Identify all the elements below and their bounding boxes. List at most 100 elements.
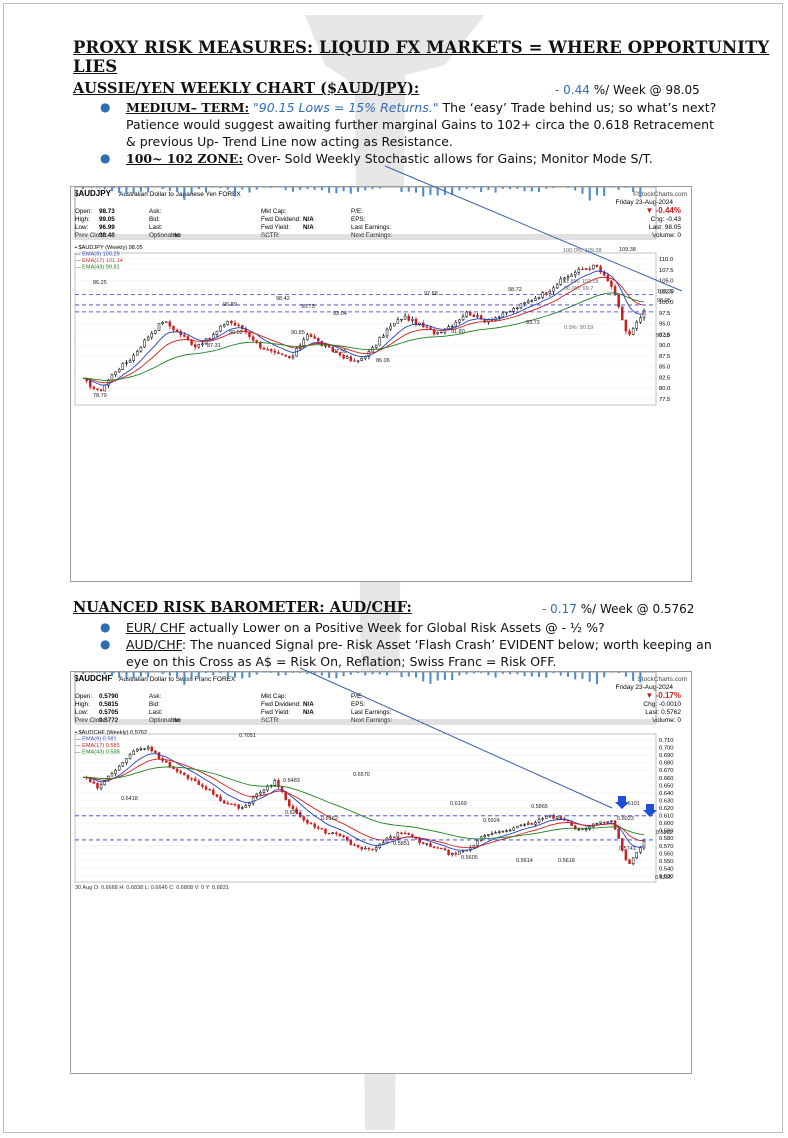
- month-axis-label: F: [163, 672, 167, 674]
- quote-info-cell: no: [173, 717, 181, 724]
- price-panel-frame: [74, 252, 657, 406]
- price-candle: [349, 356, 353, 361]
- price-candle: [595, 822, 599, 825]
- macd-histogram-bar: [118, 672, 121, 679]
- price-candle: [335, 832, 338, 835]
- price-candle: [88, 380, 92, 388]
- quote-info-cell: 96.99: [99, 224, 115, 231]
- macd-histogram-bar: [118, 187, 121, 194]
- price-candle: [407, 315, 410, 321]
- bullet-text: actually Lower on a Positive Week for Gl…: [185, 620, 605, 635]
- price-candle: [440, 331, 443, 334]
- price-candle: [548, 814, 552, 817]
- month-axis-label: N: [307, 187, 311, 189]
- price-candle: [642, 840, 646, 849]
- indicator-axis-tick: 80: [659, 672, 665, 674]
- macd-histogram-bar: [125, 672, 128, 680]
- macd-histogram-bar: [494, 672, 497, 678]
- price-candle: [421, 842, 425, 844]
- price-annotation: 100.29: [657, 289, 674, 295]
- chart-change-pct: ▼ -0.44%: [646, 206, 682, 215]
- price-candle: [570, 274, 573, 277]
- price-candle: [345, 356, 349, 359]
- arrow-line-2: [299, 667, 613, 809]
- macd-histogram-bar: [357, 187, 360, 192]
- price-candle: [215, 794, 219, 797]
- price-candle: [490, 833, 494, 835]
- price-candle: [291, 355, 295, 358]
- macd-histogram-bar: [364, 187, 367, 191]
- price-candle: [385, 328, 389, 337]
- month-axis-label: A: [388, 187, 392, 189]
- month-axis-label: 23: [338, 187, 345, 189]
- price-candle: [251, 336, 255, 341]
- macd-histogram-bar: [183, 672, 186, 685]
- indicator-axis-tick: 21.55: [659, 672, 673, 674]
- indicator-axis-tick: 0.001: [659, 672, 673, 674]
- price-annotation: 0.7051: [239, 733, 256, 739]
- price-candle: [497, 831, 501, 833]
- price-candle: [393, 323, 396, 327]
- macd-histogram-bar: [378, 672, 381, 675]
- macd-histogram-bar: [639, 187, 642, 198]
- quote-info-cell: Optionable:: [149, 717, 181, 724]
- macd-histogram-bar: [212, 672, 215, 676]
- price-candle: [335, 351, 338, 353]
- macd-histogram-bar: [451, 187, 454, 196]
- indicator-axis-tick: 10: [659, 187, 665, 189]
- section2-bullet-1: ● EUR/ CHF actually Lower on a Positive W…: [100, 619, 720, 636]
- price-annotation: 87.31: [207, 343, 221, 349]
- month-axis-label: 24: [531, 187, 538, 189]
- ema17-line: [83, 758, 644, 849]
- indicator-axis-tick: 0: [659, 187, 662, 189]
- legend-entry: ▪ $AUDJPY (Weekly) 98.05: [75, 245, 143, 251]
- quote-info-cell: Last:: [149, 709, 163, 716]
- price-annotation: 109.38: [619, 247, 636, 253]
- month-axis-label: D: [516, 672, 520, 674]
- section1-bullet-1: ● MEDIUM– TERM: "90.15 Lows = 15% Returns…: [100, 99, 720, 150]
- macd-histogram-bar: [624, 672, 627, 677]
- quote-info-cell: P/E:: [351, 693, 363, 700]
- price-candle: [497, 316, 501, 319]
- macd-histogram-bar: [226, 187, 229, 190]
- month-axis-label: A: [388, 672, 392, 674]
- price-candle: [548, 290, 552, 294]
- quote-info-cell: Fwd Dividend:: [261, 701, 301, 708]
- price-candle: [487, 834, 490, 836]
- indicator-axis-tick: 40: [659, 672, 665, 674]
- chart-source: StockCharts.com: [638, 676, 688, 683]
- indicator-axis-tick: 1.090: [659, 187, 673, 189]
- price-candle: [621, 838, 624, 851]
- price-candle: [132, 750, 135, 755]
- price-candle: [125, 362, 128, 364]
- price-annotation: 98.42: [276, 296, 290, 302]
- month-axis-label: M: [371, 672, 376, 674]
- macd-histogram-bar: [132, 672, 135, 679]
- month-axis-label: F: [356, 672, 360, 674]
- macd-histogram-bar: [342, 672, 345, 677]
- price-candle: [566, 276, 570, 279]
- price-candle: [338, 352, 342, 356]
- indicator-axis-tick: 20: [659, 672, 665, 674]
- month-axis-label: J: [420, 672, 423, 674]
- price-candle: [317, 338, 320, 342]
- macd-histogram-bar: [516, 187, 519, 189]
- price-annotation: 61.8%: 102.19: [563, 279, 598, 285]
- price-candle: [121, 363, 125, 370]
- price-candle: [374, 344, 378, 348]
- bullet-text: Over- Sold Weekly Stochastic allows for …: [242, 151, 653, 166]
- chart-source: ©StockCharts.com: [633, 190, 687, 198]
- month-axis-label: J: [244, 187, 247, 189]
- chart-audchf-svg: $AUDCHF Australian Dollar to Swiss Franc …: [74, 672, 688, 891]
- price-candle: [172, 766, 175, 770]
- macd-histogram-bar: [284, 672, 287, 676]
- macd-histogram-bar: [632, 187, 635, 193]
- macd-histogram-bar: [103, 187, 106, 190]
- chart-audjpy-svg: $AUDJPY Australian Dollar to Japanese Yen…: [74, 187, 687, 406]
- indicator-axis-tick: 29.69: [659, 187, 673, 189]
- quote-info-cell: 98.48: [99, 232, 115, 239]
- section1-performance: - 0.44 %/ Week @ 98.05: [555, 83, 700, 97]
- indicator-axis-tick: 50: [659, 187, 665, 189]
- price-candle: [342, 354, 345, 359]
- indicator-label: ADX(14) 21.55 +DI 15.79 -DI 36.14: [78, 672, 173, 674]
